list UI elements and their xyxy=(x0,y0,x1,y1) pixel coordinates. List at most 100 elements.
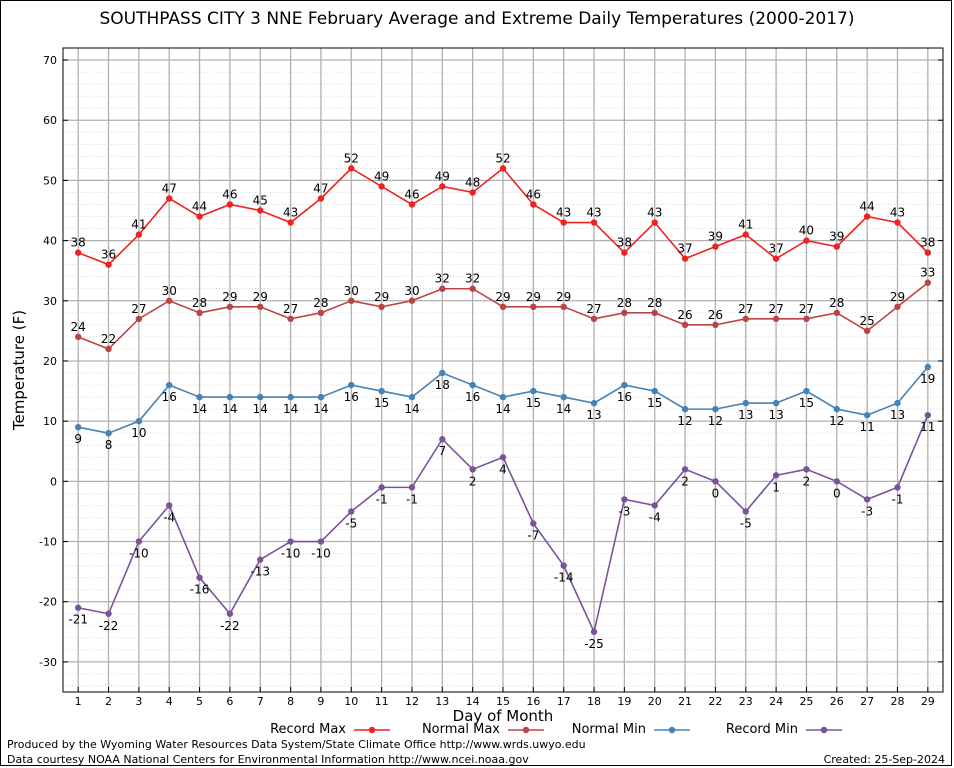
data-label-record-max: 41 xyxy=(738,218,753,232)
data-label-record-min: -10 xyxy=(281,547,301,561)
data-point-normal-min xyxy=(287,393,294,401)
data-point-record-max xyxy=(681,255,689,262)
x-tick-label: 29 xyxy=(921,695,935,708)
y-tick-label: -20 xyxy=(39,596,57,609)
data-label-record-max: 36 xyxy=(101,248,116,262)
data-point-normal-min xyxy=(196,393,203,401)
data-label-record-min: -7 xyxy=(527,528,539,542)
data-label-record-max: 45 xyxy=(253,194,268,208)
data-point-normal-min xyxy=(348,381,355,389)
y-tick-label: 0 xyxy=(50,475,57,488)
data-label-record-max: 37 xyxy=(677,242,692,256)
x-tick-label: 27 xyxy=(860,695,874,708)
data-label-normal-min: 16 xyxy=(162,390,177,404)
data-label-normal-min: 18 xyxy=(435,378,450,392)
x-tick-label: 26 xyxy=(830,695,844,708)
data-label-record-min: -14 xyxy=(554,571,574,585)
series-normal-max: 24 22 27 30 28 29 29 27 28 30 29 30 32 32 29 29 29 27 28 28… xyxy=(71,266,935,353)
data-point-normal-min xyxy=(499,393,507,401)
y-tick-label: 30 xyxy=(43,295,57,308)
data-label-record-max: 43 xyxy=(890,206,905,220)
data-point-record-max xyxy=(651,219,658,226)
data-label-record-min: -22 xyxy=(220,619,240,633)
data-label-normal-max: 26 xyxy=(677,308,692,322)
data-label-record-min: -4 xyxy=(163,510,175,524)
x-tick-label: 28 xyxy=(890,695,904,708)
data-label-record-min: -1 xyxy=(891,492,903,506)
data-point-normal-max xyxy=(135,315,143,323)
data-label-normal-min: 15 xyxy=(647,396,662,410)
data-label-record-max: 52 xyxy=(495,151,510,165)
data-point-normal-min xyxy=(439,369,446,377)
data-label-record-min: 1 xyxy=(772,480,780,494)
x-tick-label: 10 xyxy=(344,695,358,708)
data-label-normal-max: 29 xyxy=(495,290,510,304)
data-point-normal-min xyxy=(803,387,810,395)
data-label-normal-max: 32 xyxy=(465,272,480,286)
data-label-normal-min: 13 xyxy=(586,408,601,422)
data-point-record-max xyxy=(469,189,476,196)
data-label-normal-min: 14 xyxy=(495,402,510,416)
data-label-record-max: 38 xyxy=(920,236,935,250)
x-tick-label: 19 xyxy=(617,695,631,708)
x-tick-label: 24 xyxy=(769,695,783,708)
data-point-record-max xyxy=(317,195,325,202)
data-label-record-max: 44 xyxy=(192,200,207,214)
data-point-record-max xyxy=(105,261,112,268)
footer-data-courtesy: Data courtesy NOAA National Centers for … xyxy=(7,753,529,766)
data-label-normal-max: 27 xyxy=(283,302,298,316)
data-point-record-max xyxy=(803,237,810,244)
data-label-record-max: 43 xyxy=(556,206,571,220)
data-label-normal-max: 27 xyxy=(799,302,814,316)
data-point-record-min xyxy=(348,508,355,515)
x-tick-label: 15 xyxy=(496,695,510,708)
x-tick-label: 14 xyxy=(466,695,480,708)
data-label-record-max: 43 xyxy=(647,206,662,220)
data-point-record-max xyxy=(530,201,537,208)
data-point-record-max xyxy=(924,249,932,256)
data-label-record-min: -3 xyxy=(861,504,873,518)
data-point-record-min xyxy=(226,610,234,617)
data-label-record-min: -21 xyxy=(68,613,88,627)
data-label-record-min: 2 xyxy=(681,474,689,488)
data-point-normal-min xyxy=(257,393,264,401)
data-point-normal-min xyxy=(226,393,234,401)
data-point-normal-max xyxy=(499,303,507,311)
data-label-record-max: 49 xyxy=(374,169,389,183)
data-label-normal-min: 16 xyxy=(344,390,359,404)
data-point-normal-min xyxy=(469,381,476,389)
data-point-normal-max xyxy=(681,321,689,329)
data-point-record-min xyxy=(772,472,780,479)
x-tick-label: 20 xyxy=(648,695,662,708)
data-point-normal-min xyxy=(166,381,173,389)
data-point-record-max xyxy=(590,219,598,226)
data-point-normal-max xyxy=(590,315,598,323)
data-label-normal-max: 28 xyxy=(313,296,328,310)
data-label-normal-max: 28 xyxy=(647,296,662,310)
data-label-normal-max: 28 xyxy=(829,296,844,310)
data-point-normal-min xyxy=(621,381,628,389)
data-label-normal-max: 26 xyxy=(708,308,723,322)
data-point-normal-min xyxy=(530,387,537,395)
data-point-normal-max xyxy=(196,309,203,317)
x-tick-label: 25 xyxy=(799,695,813,708)
data-point-record-min xyxy=(408,484,416,491)
data-point-normal-min xyxy=(863,411,871,419)
data-label-normal-max: 29 xyxy=(222,290,237,304)
data-label-normal-min: 13 xyxy=(890,408,905,422)
series-normal-min: 9 8 10 16 14 14 14 14 14 16 15 14 18 16 14 15 14 13 16 15 12… xyxy=(74,363,935,452)
data-point-record-min xyxy=(560,562,567,569)
data-label-record-min: -5 xyxy=(740,516,752,530)
data-point-record-min xyxy=(712,478,719,485)
legend-label-normal-min: Normal Min xyxy=(571,722,646,737)
data-point-record-max xyxy=(348,165,355,172)
data-point-normal-max xyxy=(772,315,780,323)
data-label-record-min: -10 xyxy=(311,547,331,561)
data-label-record-min: 2 xyxy=(469,474,477,488)
data-point-normal-max xyxy=(621,309,628,317)
data-label-record-max: 47 xyxy=(162,181,177,195)
data-point-record-min xyxy=(590,628,598,636)
data-label-normal-min: 10 xyxy=(131,426,146,440)
data-point-record-max xyxy=(621,249,628,256)
